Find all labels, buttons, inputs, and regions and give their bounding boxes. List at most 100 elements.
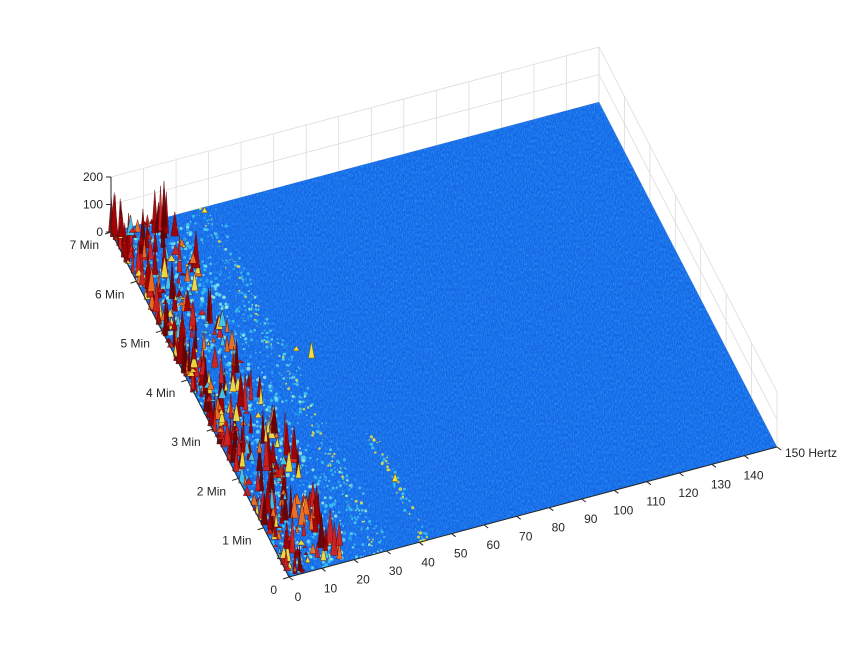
surface-speck	[349, 483, 353, 487]
surface-speck	[342, 477, 344, 480]
spike-peak	[270, 505, 277, 517]
surface-speck	[280, 449, 283, 452]
surface-speck	[190, 251, 193, 255]
surface-speck	[188, 232, 192, 237]
surface-speck	[223, 278, 226, 281]
surface-speck	[149, 261, 153, 265]
surface-speck	[386, 456, 389, 459]
surface-speck	[286, 371, 288, 373]
surface-speck	[136, 237, 140, 241]
surface-speck	[261, 332, 264, 335]
spike-peak	[193, 359, 200, 377]
z-axis-ticks: 0 100 200	[83, 170, 111, 239]
surface-speck	[339, 484, 342, 488]
isolated-peak	[292, 345, 300, 352]
spike-peak	[238, 464, 246, 484]
surface-speck	[255, 429, 260, 434]
surface-speck	[329, 469, 333, 472]
surface-speck	[208, 219, 211, 222]
spike-peak	[314, 542, 320, 558]
spike-peak	[242, 410, 251, 414]
spike-peak	[301, 545, 309, 548]
surface-speck	[249, 355, 253, 359]
surface-speck	[214, 288, 217, 291]
surface-speck	[320, 461, 323, 464]
surface-speck	[328, 546, 331, 549]
surface-speck	[229, 259, 231, 261]
surface-speck	[324, 447, 327, 449]
surface-speck	[360, 508, 364, 512]
surface-speck	[242, 280, 245, 283]
spike-peak	[273, 460, 280, 470]
surface-speck	[213, 381, 216, 384]
surface-speck	[288, 377, 291, 380]
spike-peak	[173, 293, 178, 301]
surface-speck	[362, 492, 365, 495]
surface-speck	[285, 473, 290, 478]
spike-peak	[260, 493, 269, 526]
surface-speck	[156, 258, 160, 262]
surface-speck	[355, 518, 358, 521]
surface-speck	[252, 439, 256, 442]
surface-speck	[310, 566, 313, 569]
surface-speck	[321, 422, 324, 425]
spike-peak	[198, 379, 206, 383]
spike-peak	[176, 275, 181, 284]
surface-speck	[332, 510, 335, 513]
surface-speck	[301, 464, 304, 467]
spike-peak	[335, 522, 343, 546]
surface-speck	[373, 527, 376, 530]
surface-speck	[185, 241, 190, 245]
surface-speck	[233, 263, 238, 267]
surface-speck	[305, 401, 307, 403]
surface-speck	[310, 416, 313, 419]
spike-peak	[244, 477, 253, 485]
surface-speck	[333, 470, 336, 474]
surface-speck	[382, 457, 386, 461]
spike-peak	[234, 361, 239, 367]
x-tick-mark	[614, 489, 619, 494]
surface-speck	[294, 412, 298, 416]
surface-speck	[224, 305, 229, 310]
surface-speck	[309, 555, 313, 559]
surface-speck	[316, 490, 321, 495]
surface-speck	[165, 296, 169, 300]
surface-speck	[197, 337, 200, 341]
surface-speck	[333, 466, 336, 470]
surface-speck	[202, 397, 205, 400]
surface-speck	[199, 278, 203, 282]
surface-speck	[263, 329, 266, 332]
y-tick-mark	[282, 576, 290, 580]
surface-speck	[311, 434, 314, 437]
surface-speck	[418, 531, 423, 535]
surface-speck	[249, 314, 253, 318]
surface-speck	[161, 278, 164, 281]
surface-speck	[288, 414, 291, 416]
x-tick-label: 40	[421, 555, 435, 569]
spike-peak	[277, 464, 284, 475]
surface-speck	[212, 295, 216, 299]
surface-speck	[325, 422, 327, 424]
spike-peak	[238, 440, 245, 444]
surface-speck	[269, 536, 272, 539]
surface-speck	[280, 343, 284, 346]
surface-speck	[304, 490, 307, 493]
surface-speck	[353, 521, 357, 525]
surface-speck	[164, 294, 167, 297]
x-tick-mark	[418, 541, 424, 546]
surface-speck	[236, 283, 238, 286]
spike-peak	[309, 542, 317, 554]
surface-speck	[367, 543, 371, 547]
spike-peak	[248, 368, 254, 401]
surface-speck	[290, 375, 295, 380]
surface-speck	[197, 317, 200, 320]
surface-speck	[204, 289, 208, 293]
surface-speck	[194, 222, 197, 225]
surface-speck	[337, 480, 340, 483]
surface-speck	[217, 371, 220, 373]
y-tick-mark	[130, 280, 137, 284]
surface-speck	[243, 279, 246, 281]
surface-speck	[256, 421, 258, 423]
surface-speck	[249, 498, 253, 501]
x-tick-mark	[679, 472, 684, 477]
